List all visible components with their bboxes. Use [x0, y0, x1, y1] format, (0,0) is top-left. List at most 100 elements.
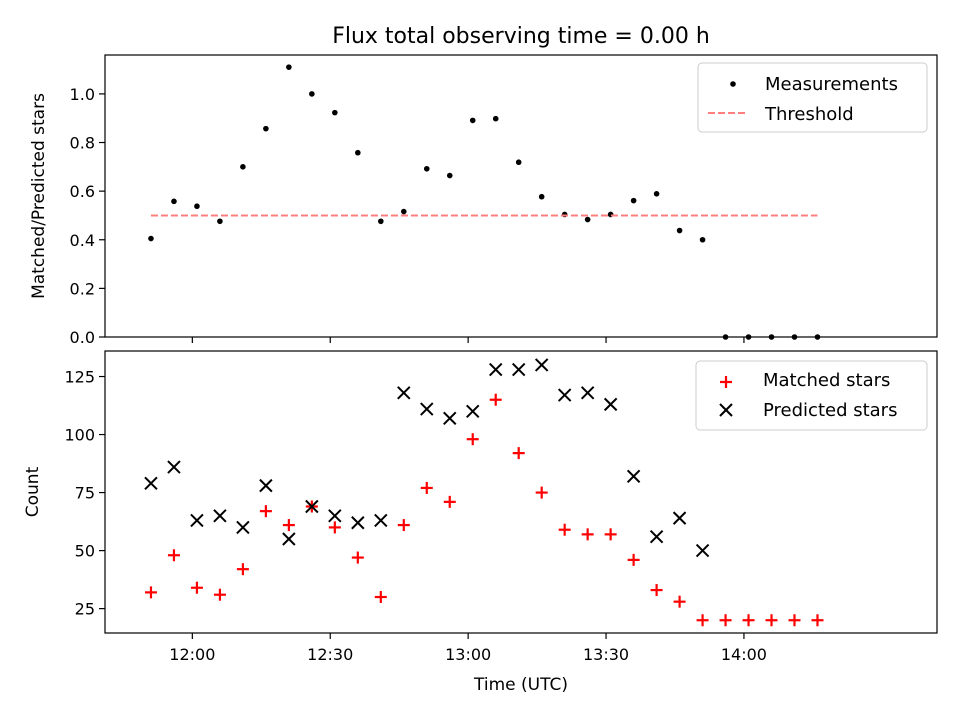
matched-stars-point: [236, 563, 249, 576]
ratio-y-axis-label: Matched/Predicted stars: [29, 93, 49, 299]
matched-stars-point: [673, 595, 686, 608]
matched-stars-point: [719, 614, 732, 627]
measurement-point: [814, 334, 821, 340]
legend-predicted-label: Predicted stars: [763, 400, 897, 421]
ratio-marks: [148, 64, 821, 340]
matched-stars-point: [558, 523, 571, 536]
predicted-stars-point: [328, 509, 342, 523]
ratio-y-ticks: 0.0 0.2 0.4 0.6 0.8 1.0: [70, 85, 105, 347]
measurement-point: [378, 218, 384, 225]
matched-stars-point: [765, 614, 778, 627]
y-tick-label: 75: [75, 484, 95, 503]
predicted-stars-point: [167, 460, 181, 474]
y-tick-label: 0.4: [70, 231, 95, 250]
matched-stars-point: [696, 614, 709, 627]
measurement-point: [791, 334, 798, 340]
predicted-stars-point: [649, 529, 664, 544]
measurement-point: [171, 198, 177, 205]
measurement-point: [469, 117, 476, 124]
matched-stars-point: [144, 586, 157, 599]
y-tick-label: 0.2: [70, 279, 95, 298]
y-tick-label: 100: [64, 426, 95, 445]
predicted-stars-point: [190, 513, 204, 528]
measurement-point: [538, 193, 545, 200]
matched-stars-point: [374, 591, 387, 604]
predicted-stars-point: [557, 388, 572, 402]
predicted-stars-point: [580, 386, 595, 400]
measurement-point: [194, 203, 200, 210]
measurement-point: [148, 235, 154, 242]
predicted-stars-point: [626, 469, 641, 484]
count-legend: Matched stars Predicted stars: [695, 360, 928, 431]
matched-stars-point: [489, 393, 502, 406]
y-tick-label: 1.0: [70, 85, 95, 104]
legend-predicted-marker: [719, 403, 733, 417]
measurement-point: [699, 236, 706, 243]
measurement-point: [240, 164, 246, 170]
ratio-x-ticks: [191, 337, 745, 343]
matched-stars-point: [282, 519, 295, 532]
measurement-point: [309, 91, 315, 97]
count-x-ticks: 12:00 12:30 13:00 13:30 14:00: [169, 633, 767, 664]
x-tick-label: 14:00: [721, 645, 767, 664]
predicted-stars-point: [374, 513, 388, 528]
measurement-point: [584, 216, 591, 223]
predicted-stars-point: [443, 411, 457, 426]
predicted-stars-point: [144, 476, 158, 491]
matched-stars-point: [742, 614, 755, 627]
measurement-point: [676, 227, 683, 234]
matched-stars-point: [512, 447, 525, 460]
matched-stars-point: [443, 495, 456, 508]
matched-stars-point: [604, 528, 617, 541]
y-tick-label: 0.8: [70, 134, 95, 153]
measurement-point: [492, 115, 499, 122]
matched-stars-point: [420, 481, 433, 494]
matched-stars-point: [811, 614, 824, 627]
predicted-stars-point: [259, 478, 273, 493]
x-tick-label: 13:30: [583, 645, 629, 664]
predicted-stars-point: [236, 520, 250, 535]
measurement-point: [722, 334, 729, 340]
predicted-stars-point: [603, 397, 618, 412]
matched-stars-point: [650, 584, 663, 597]
measurement-point: [653, 191, 660, 197]
predicted-stars-point: [213, 509, 227, 523]
ratio-panel: Matched/Predicted stars 0.0 0.2 0.4 0.6 0.8 1…: [29, 54, 938, 347]
measurement-point: [446, 172, 453, 179]
count-legend-box: [695, 360, 928, 431]
measurement-point: [515, 159, 522, 166]
matched-stars-point: [351, 551, 364, 564]
y-tick-label: 0.6: [70, 182, 95, 201]
predicted-stars-point: [534, 358, 549, 372]
measurement-point: [768, 334, 775, 340]
predicted-stars-point: [466, 404, 480, 419]
measurement-point: [263, 125, 269, 132]
measurement-point: [400, 208, 407, 215]
measurement-point: [217, 218, 223, 225]
predicted-stars-point: [351, 516, 365, 530]
ratio-legend-box: [697, 62, 928, 133]
measurement-point: [423, 165, 430, 172]
predicted-stars-point: [672, 511, 687, 525]
count-y-ticks: 25 50 75 100 125: [64, 368, 105, 619]
y-tick-label: 0.0: [70, 328, 95, 347]
measurement-point: [355, 149, 361, 156]
measurement-point: [745, 334, 752, 340]
measurement-point: [332, 109, 338, 116]
matched-stars-point: [190, 581, 203, 594]
y-tick-label: 50: [75, 542, 95, 561]
predicted-stars-point: [489, 362, 503, 377]
predicted-stars-point: [511, 362, 526, 377]
legend-threshold-label: Threshold: [764, 104, 854, 125]
predicted-stars-point: [695, 543, 710, 558]
count-y-axis-label: Count: [23, 466, 43, 517]
x-axis-label: Time (UTC): [473, 675, 568, 695]
predicted-stars-point: [397, 386, 411, 400]
measurement-point: [286, 64, 292, 70]
matched-stars-point: [788, 614, 801, 627]
matched-stars-point: [328, 521, 341, 534]
predicted-stars-point: [305, 499, 319, 514]
legend-measurements-label: Measurements: [765, 74, 898, 95]
